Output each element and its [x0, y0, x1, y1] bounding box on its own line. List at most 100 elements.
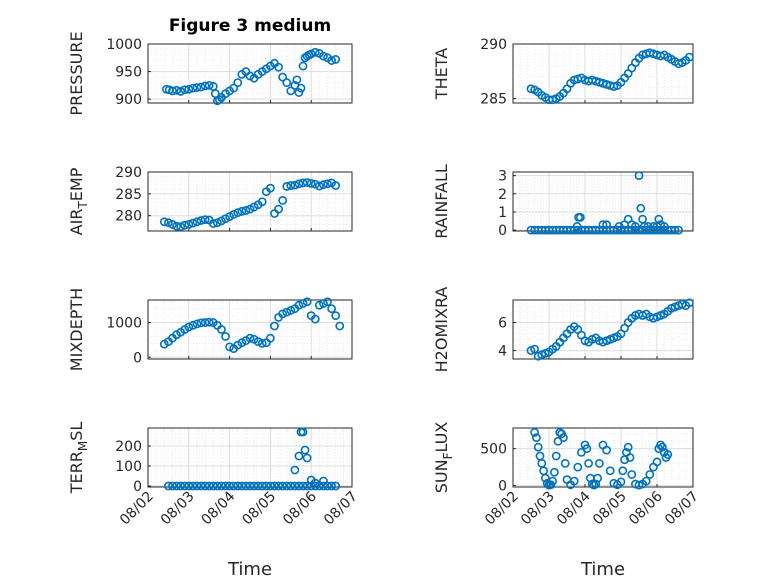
p4-point-31	[286, 306, 296, 315]
p6-xtick-label-08-03: 08/03	[158, 489, 198, 529]
p2-point-3	[172, 221, 181, 231]
p6-point-28	[278, 481, 288, 491]
p4-point-35	[302, 297, 312, 307]
p4-point-9	[196, 318, 206, 328]
p6-point-45	[298, 427, 308, 437]
p4-point-11	[204, 317, 214, 327]
p4-point-33	[294, 300, 304, 310]
p7-point-50	[652, 457, 662, 467]
p3-point-46	[602, 220, 611, 230]
p6-point-47	[302, 453, 312, 463]
p6-point-24	[261, 481, 271, 491]
p6-point-16	[229, 481, 239, 491]
p2-ytick-label-285: 285	[115, 187, 142, 203]
panel-air-temp: 280 285 290 AIRTEMP	[67, 165, 353, 235]
p7-point-6	[541, 473, 550, 483]
p2-point-42	[331, 181, 341, 190]
p5-point-1	[530, 344, 539, 354]
p7-point-38	[618, 466, 628, 476]
p6-point-14	[221, 481, 230, 491]
p4-ylabel: MIXDEPTH	[67, 288, 86, 371]
p4-ytick-label-0: 0	[133, 350, 142, 366]
p6-point-12	[212, 481, 222, 491]
p0-point-32	[282, 78, 292, 87]
panel-pressure: 900 950 1000 PRESSURE Figure 3 medium	[67, 16, 353, 116]
p0-ytick-label-950: 950	[115, 65, 142, 81]
p3-point-55	[640, 222, 649, 231]
p7-point-20	[569, 476, 579, 486]
p3-point-40	[670, 225, 680, 235]
p3-point-51	[631, 222, 640, 231]
p0-point-10	[200, 81, 210, 91]
p3-ylabel: RAINFALL	[432, 164, 451, 239]
p7-xtick-label-08-07: 08/07	[662, 489, 702, 529]
p6-point-42	[290, 465, 300, 475]
p6-point-1	[168, 481, 177, 491]
p3-point-47	[614, 222, 624, 231]
p7-point-12	[551, 451, 561, 461]
p4-point-38	[314, 300, 324, 310]
p2-point-29	[278, 196, 288, 205]
p6-point-43	[294, 451, 304, 461]
p1-axes-frame	[512, 43, 694, 104]
p6-xtick-label-08-04: 08/04	[199, 488, 239, 528]
p7-point-56	[663, 450, 673, 459]
p0-point-2	[168, 86, 177, 96]
p2-point-6	[184, 220, 194, 229]
p2-point-0	[159, 217, 169, 227]
p6-point-20	[245, 481, 255, 491]
p2-point-7	[188, 218, 198, 228]
p1-plot-area	[513, 44, 693, 103]
p2-ytick-label-290: 290	[115, 165, 142, 181]
p6-point-22	[253, 481, 263, 491]
p4-point-23	[253, 337, 263, 347]
p2-point-34	[298, 178, 308, 188]
p2-axes-frame	[147, 171, 353, 232]
p7-point-41	[623, 442, 633, 452]
p3-ytick-label-1: 1	[498, 205, 507, 221]
p4-point-43	[335, 321, 345, 331]
p2-point-8	[192, 217, 202, 227]
p2-point-24	[257, 197, 267, 207]
p3-point-59	[654, 214, 664, 224]
p6-point-7	[192, 481, 202, 491]
p7-xtick-label-08-05: 08/05	[590, 489, 630, 529]
p1-ytick-label-285: 285	[480, 92, 507, 108]
panel-sun-flux: 050008/0208/0308/0408/0508/0608/07TimeSU…	[432, 422, 702, 580]
p5-axes-frame	[512, 299, 694, 360]
p4-point-30	[282, 307, 292, 317]
p0-point-47	[327, 56, 336, 65]
p3-point-53	[636, 203, 646, 213]
p0-point-31	[278, 72, 288, 82]
p0-ytick-label-900: 900	[115, 92, 142, 108]
p7-point-47	[641, 476, 651, 486]
p4-point-10	[200, 318, 210, 327]
p4-point-27	[270, 321, 279, 331]
p6-point-36	[310, 481, 320, 491]
p7-xtick-label-08-03: 08/03	[518, 489, 558, 529]
p2-point-38	[314, 181, 324, 191]
p6-point-29	[282, 481, 292, 491]
p7-point-25	[584, 458, 593, 468]
p7-xtick-label-08-06: 08/06	[626, 488, 666, 528]
p4-point-42	[331, 311, 341, 321]
p6-point-25	[265, 481, 275, 491]
p2-ylabel: AIRTEMP	[67, 167, 90, 235]
p6-point-8	[196, 481, 206, 491]
p5-ytick-label-6: 6	[498, 315, 507, 331]
p6-point-9	[200, 481, 210, 491]
p2-point-39	[319, 180, 328, 190]
p2-point-32	[290, 180, 300, 190]
p0-point-38	[298, 61, 308, 71]
p6-point-46	[300, 445, 310, 455]
p6-point-30	[286, 481, 296, 491]
p6-ytick-label-200: 200	[115, 439, 142, 455]
p4-point-6	[184, 322, 194, 332]
p7-point-24	[582, 444, 592, 454]
p3-point-41	[674, 225, 683, 235]
p3-point-45	[598, 220, 608, 230]
p7-point-29	[591, 479, 601, 489]
p6-point-33	[298, 481, 308, 491]
p7-point-33	[602, 445, 611, 455]
